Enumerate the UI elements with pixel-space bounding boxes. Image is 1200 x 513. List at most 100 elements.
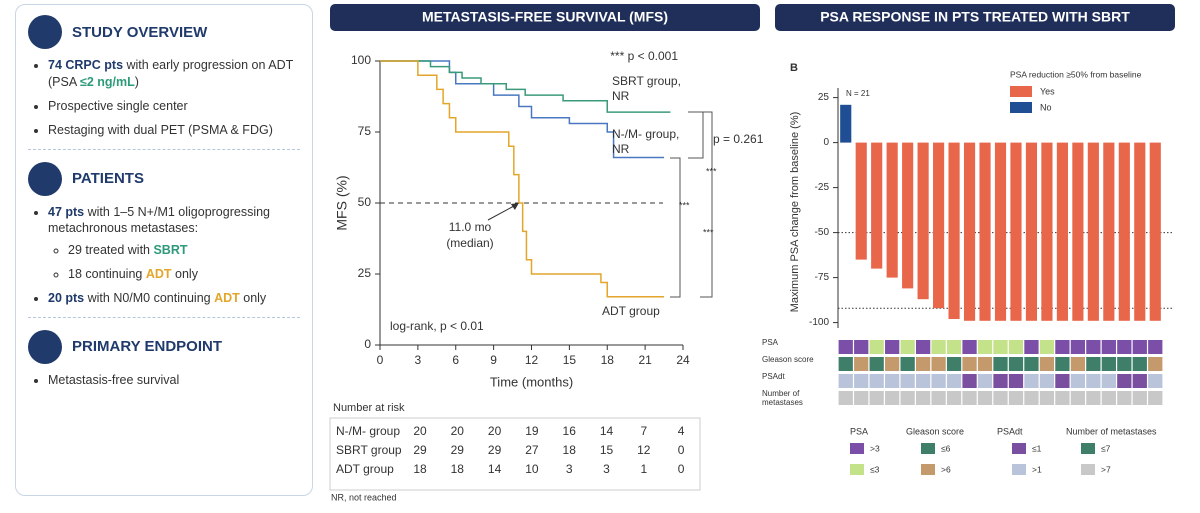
text: 29 treated with [68, 243, 154, 258]
heatmap-cell [915, 340, 931, 354]
track-legend-swatch [1012, 464, 1026, 475]
bar [994, 142, 1007, 321]
section-title: STUDY OVERVIEW [72, 23, 208, 41]
heatmap-cell [915, 391, 931, 405]
heatmap-cell [854, 340, 869, 354]
track-label: Number of metastases [762, 390, 803, 407]
risk-value: 3 [566, 462, 573, 476]
bar [1025, 142, 1038, 321]
heatmap-cell [1101, 340, 1116, 354]
series-label: N-/M- group, [612, 127, 679, 141]
heatmap-cell [962, 357, 977, 371]
x-tick-label: 15 [563, 353, 577, 367]
bar [855, 142, 867, 260]
heatmap-cell [1148, 357, 1163, 371]
risk-value: 4 [678, 424, 685, 438]
bar [1087, 142, 1099, 321]
heatmap-cell [931, 391, 946, 405]
track-legend-swatch [921, 443, 935, 454]
heatmap-cell [869, 391, 884, 405]
heatmap-cell [1039, 374, 1055, 388]
risk-value: 14 [488, 462, 502, 476]
heatmap-cell [1086, 357, 1101, 371]
section-header: PATIENTS [28, 161, 300, 196]
header-bar [330, 4, 760, 31]
text: 74 CRPC pts [48, 58, 124, 72]
risk-value: 29 [413, 443, 427, 457]
survival-curve [380, 60, 671, 113]
track-legend-swatch [1081, 464, 1095, 475]
icon [28, 15, 62, 49]
heatmap-cell [1101, 391, 1116, 405]
bar [979, 142, 991, 321]
text: 18 continuing [68, 267, 146, 282]
bullet: Prospective single center [48, 98, 300, 115]
heatmap-cell [838, 374, 853, 388]
heatmap-cell [1008, 357, 1024, 371]
bar [886, 142, 898, 278]
x-tick-label: 9 [490, 353, 497, 367]
series-label: NR [612, 142, 630, 156]
heatmap-cell [1132, 374, 1147, 388]
bullet: 47 pts with 1–5 N+/M1 oligoprogressing m… [48, 204, 300, 284]
annotation: p = 0.261 [713, 132, 764, 146]
heatmap-cell [931, 340, 946, 354]
annotation: (median) [446, 236, 493, 250]
icon [28, 161, 62, 196]
bar [902, 142, 914, 289]
bar [871, 142, 883, 269]
risk-value: 29 [488, 443, 502, 457]
heatmap-cell [1070, 357, 1086, 371]
heatmap-cell [1086, 374, 1101, 388]
heatmap-cell [1117, 391, 1132, 405]
bar [1056, 142, 1068, 321]
icon [28, 329, 62, 364]
bar [1118, 142, 1130, 321]
bar [1010, 142, 1022, 321]
overview-panel: STUDY OVERVIEW 74 CRPC pts with early pr… [15, 4, 313, 496]
heatmap-cell [885, 340, 900, 354]
heatmap-cell [900, 374, 915, 388]
heatmap-cell [1148, 340, 1163, 354]
heatmap-cell [838, 391, 853, 405]
y-tick-label: 0 [823, 137, 829, 148]
heatmap-cell [1024, 357, 1039, 371]
heatmap-cell [1024, 391, 1039, 405]
bar [963, 142, 976, 321]
y-axis-title: Maximum PSA change from baseline (%) [789, 112, 801, 313]
bar [1149, 142, 1161, 321]
heatmap-cell [900, 391, 915, 405]
heatmap-cell [977, 340, 993, 354]
text: Restaging with dual PET (PSMA & FDG) [48, 122, 273, 137]
text: ADT [214, 291, 240, 305]
heatmap-cell [1117, 374, 1132, 388]
bullet-list: 74 CRPC pts with early progression on AD… [28, 57, 300, 139]
legend-title: PSA reduction ≥50% from baseline [1010, 69, 1142, 79]
track-label-box: Gleason score [762, 356, 814, 364]
y-tick-label: 25 [358, 266, 372, 280]
heatmap-cell [1117, 357, 1132, 371]
bar [1072, 142, 1084, 321]
heatmap-cell [1008, 374, 1024, 388]
arrowhead [510, 203, 519, 210]
heatmap-cell [838, 340, 853, 354]
heatmap-cell [1101, 357, 1116, 371]
heatmap-cell [993, 340, 1008, 354]
heatmap-cell [885, 374, 900, 388]
heatmap-cell [962, 391, 977, 405]
heatmap-cell [854, 374, 869, 388]
track-label: Gleason score [762, 356, 814, 364]
heatmap-cell [915, 357, 931, 371]
heatmap-cell [993, 357, 1008, 371]
heatmap-cell [900, 340, 915, 354]
risk-value: 20 [451, 424, 465, 438]
text: with 1–5 N+/M1 oligoprogressing metachro… [48, 204, 271, 236]
heatmap-cell [1055, 340, 1070, 354]
track-legend-swatch [850, 464, 864, 475]
separator [28, 148, 300, 150]
risk-value: 0 [678, 443, 685, 457]
heatmap-cell [1055, 391, 1070, 405]
bracket [670, 157, 681, 298]
y-tick-label: 50 [358, 195, 372, 209]
